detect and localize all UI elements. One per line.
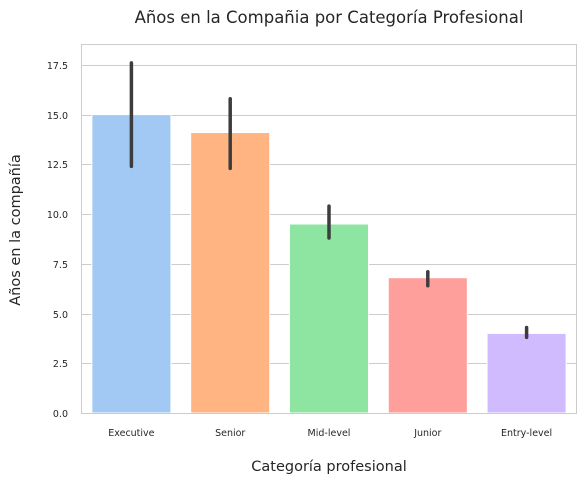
y-tick-label: 15.0 — [47, 111, 68, 122]
x-tick-label: Executive — [108, 428, 154, 439]
bar-junior — [387, 277, 468, 414]
bars — [91, 114, 567, 414]
bar-senior — [190, 132, 271, 414]
x-tick-label: Entry-level — [501, 428, 552, 439]
y-tick-label: 0.0 — [53, 409, 68, 420]
y-tick-label: 17.5 — [47, 61, 68, 72]
y-tick-label: 2.5 — [53, 359, 68, 370]
x-axis-label: Categoría profesional — [251, 459, 406, 475]
y-tick-label: 5.0 — [53, 310, 68, 321]
x-tick-label: Mid-level — [308, 428, 351, 439]
error-bars — [129, 61, 529, 340]
chart-title: Años en la Compañia por Categoría Profes… — [135, 8, 524, 27]
bar-entry-level — [486, 332, 567, 414]
y-tick-label: 12.5 — [47, 160, 68, 171]
x-tick-labels: Executive Senior Mid-level Junior Entry-leve… — [108, 428, 552, 439]
y-tick-label: 7.5 — [53, 260, 68, 271]
plot-frame — [81, 44, 577, 414]
x-tick-label: Junior — [413, 428, 441, 439]
bar-mid-level — [288, 223, 370, 414]
y-axis-label: Años en la compañía — [8, 154, 24, 306]
y-tick-label: 10.0 — [47, 210, 68, 221]
x-tick-label: Senior — [215, 428, 245, 439]
y-tick-labels: 0.0 2.5 5.0 7.5 10.0 12.5 15.0 17.5 — [47, 61, 68, 420]
